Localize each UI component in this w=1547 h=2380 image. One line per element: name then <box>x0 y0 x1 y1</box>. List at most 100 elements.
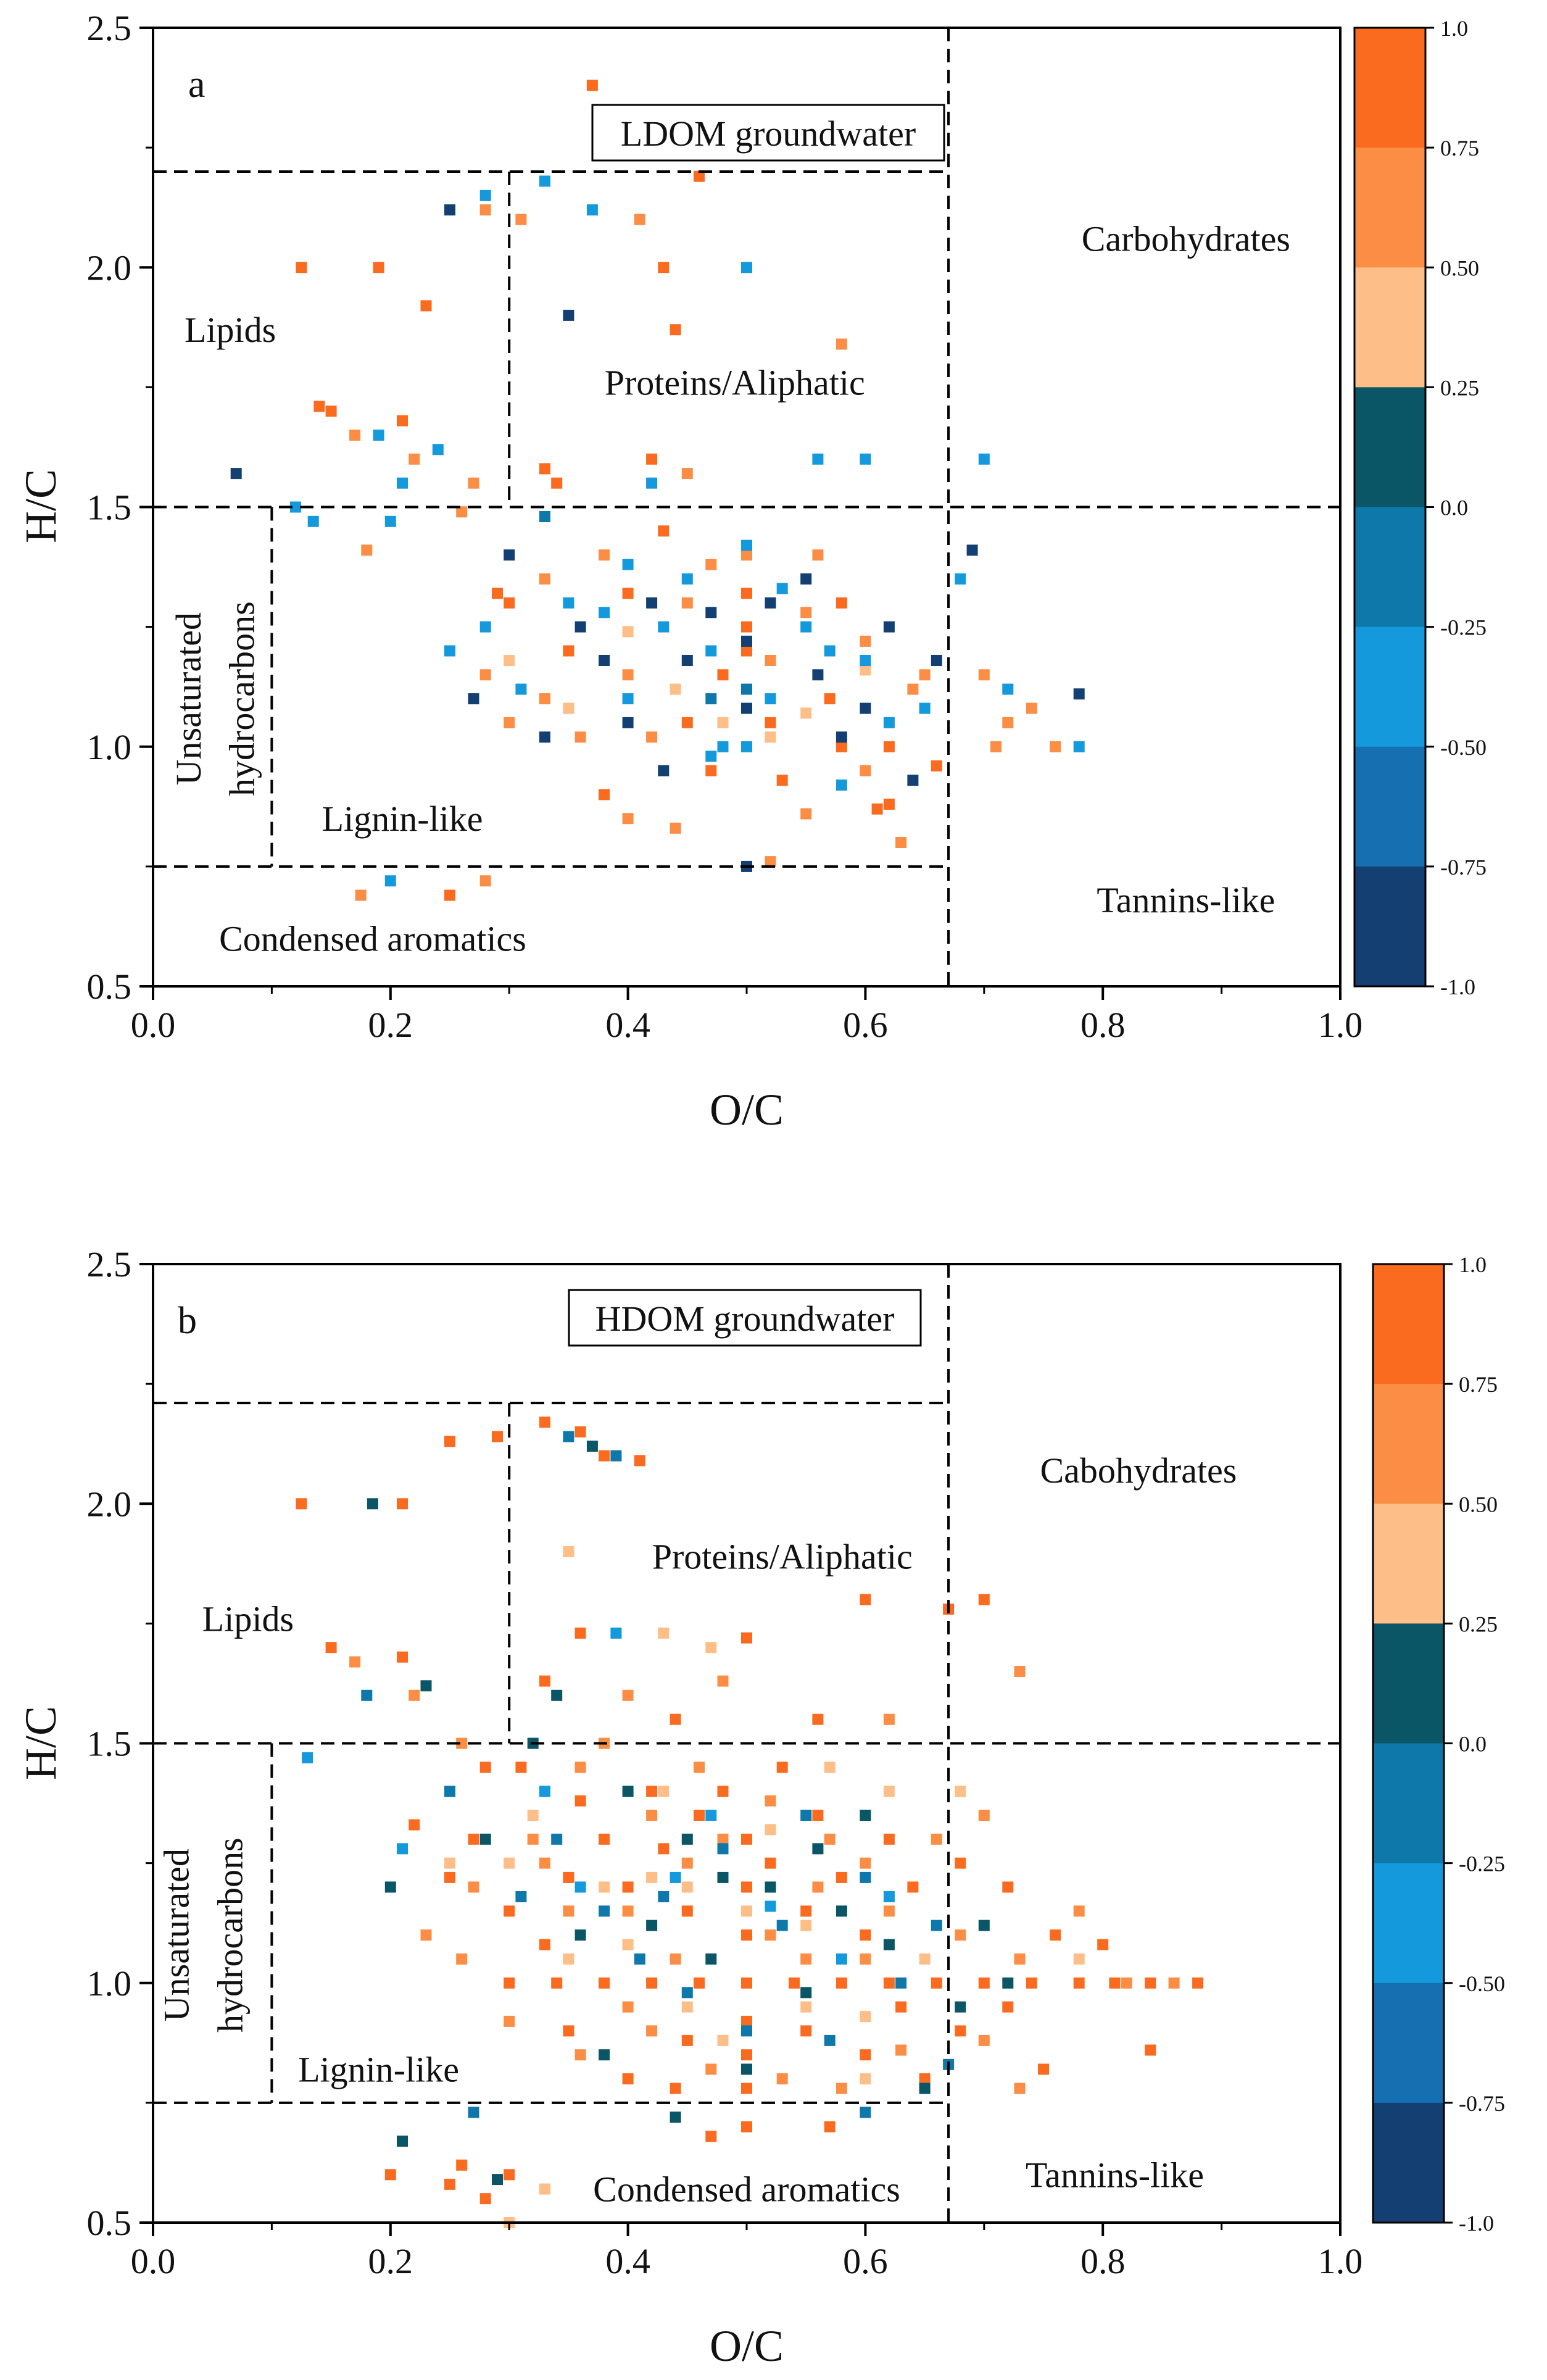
panel-b-point <box>1073 1977 1085 1989</box>
panel-a-x-tick-label: 0.2 <box>368 1005 413 1045</box>
panel-a-point <box>741 635 752 647</box>
panel-b-point <box>776 1920 788 1931</box>
panel-b-point <box>539 1675 550 1687</box>
panel-a-point <box>539 463 550 475</box>
panel-b-point <box>681 1905 693 1917</box>
panel-b-point <box>824 2121 836 2132</box>
panel-b-point <box>634 1953 645 1965</box>
panel-a-point <box>373 262 384 273</box>
panel-a-point <box>622 559 634 570</box>
panel-a-point <box>563 309 574 321</box>
panel-b-point <box>741 2082 752 2094</box>
panel-a-colorbar-segment <box>1354 626 1425 747</box>
panel-a-point <box>468 477 479 489</box>
panel-b-point <box>599 1977 610 1989</box>
panel-a-point <box>776 583 788 594</box>
panel-a-point <box>658 525 670 537</box>
panel-b-point <box>515 1762 527 1773</box>
panel-b-point <box>931 1833 942 1845</box>
panel-b-point <box>610 1450 622 1462</box>
panel-a: 0.0 0.2 0.4 0.6 0.8 1.0 0.5 1.0 1.5 2.0 2.5 a LDOM… <box>16 8 1487 1134</box>
panel-b-colorbar-segment <box>1373 1384 1444 1504</box>
panel-b-point <box>456 1953 468 1965</box>
panel-b-point <box>563 1905 574 1917</box>
panel-b-point <box>1014 1953 1026 1965</box>
panel-b-point <box>800 1953 812 1965</box>
panel-a-point <box>776 775 788 786</box>
panel-b-colorbar-segment <box>1373 1504 1444 1624</box>
panel-b-point <box>574 1881 586 1893</box>
panel-b-point <box>504 2169 515 2181</box>
panel-b-x-tick-label: 0.4 <box>605 2241 650 2281</box>
panel-b-point <box>444 1857 455 1869</box>
panel-a-point <box>574 731 586 743</box>
panel-b-point <box>741 1632 752 1644</box>
panel-b-point <box>1145 2044 1156 2056</box>
panel-a-point <box>765 693 776 705</box>
panel-a-point <box>681 573 693 585</box>
panel-a-point <box>599 549 610 561</box>
panel-a-point <box>765 655 776 666</box>
panel-a-point <box>694 170 705 182</box>
panel-b-point <box>634 1455 645 1467</box>
panel-b-point <box>658 1891 670 1902</box>
panel-b-point <box>1121 1977 1132 1989</box>
panel-b-point <box>883 1891 895 1902</box>
panel-b-point <box>1014 1666 1026 1677</box>
panel-a-point <box>907 775 919 786</box>
panel-b-point <box>658 1786 670 1797</box>
panel-b-point <box>539 1786 550 1797</box>
panel-a-point <box>539 731 550 743</box>
panel-b-point <box>705 1810 717 1821</box>
panel-b-point <box>492 1431 503 1442</box>
panel-b-point <box>836 1977 847 1989</box>
panel-a-point <box>504 549 515 561</box>
panel-a-point <box>634 214 645 225</box>
panel-b-point <box>860 2073 871 2085</box>
panel-b-point <box>527 1833 539 1845</box>
panel-a-point <box>860 635 871 647</box>
panel-b-point <box>705 1953 717 1965</box>
panel-a-point <box>812 549 824 561</box>
panel-b-colorbar-segment <box>1373 2102 1444 2223</box>
panel-b-point <box>800 1905 812 1917</box>
panel-b-point <box>836 2082 847 2094</box>
panel-a-colorbar-segment <box>1354 387 1425 508</box>
panel-b-point <box>551 1977 563 1989</box>
panel-b-point <box>574 2049 586 2061</box>
panel-b-point <box>610 1627 622 1639</box>
panel-b-point <box>765 1824 776 1836</box>
panel-b-point <box>586 1441 598 1452</box>
panel-b-point <box>468 2107 479 2118</box>
panel-a-point <box>646 453 658 465</box>
panel-b-point <box>705 1642 717 1654</box>
panel-a-point <box>479 669 491 681</box>
panel-a-colorbar-tick-label: 0.0 <box>1440 496 1468 520</box>
panel-a-point <box>681 597 693 609</box>
panel-b-point <box>776 1762 788 1773</box>
panel-a-colorbar-segment <box>1354 28 1425 148</box>
panel-a-y-tick-label: 0.5 <box>87 967 132 1007</box>
panel-b-region-lines <box>153 1264 1340 2223</box>
panel-b-point <box>574 1929 586 1941</box>
panel-b-point <box>800 1987 812 1999</box>
panel-a-point <box>658 621 670 633</box>
panel-a-point <box>741 539 752 551</box>
panel-b-point <box>302 1752 313 1763</box>
panel-b-point <box>765 1857 776 1869</box>
panel-b-point <box>717 1786 729 1797</box>
panel-a-colorbar-segment <box>1354 746 1425 867</box>
panel-a-point <box>836 338 847 350</box>
panel-b-point <box>646 1920 658 1931</box>
panel-b-point <box>670 2112 681 2123</box>
panel-a-x-tick-label: 0.0 <box>131 1005 176 1045</box>
panel-b-point <box>955 2001 966 2013</box>
panel-b-point <box>895 2044 907 2056</box>
panel-a-point <box>990 741 1002 752</box>
panel-b-point <box>860 1810 871 1821</box>
panel-a-point <box>479 189 491 201</box>
panel-b-point <box>860 2049 871 2061</box>
panel-b-point <box>694 1977 705 1989</box>
panel-b-point <box>919 2082 931 2094</box>
